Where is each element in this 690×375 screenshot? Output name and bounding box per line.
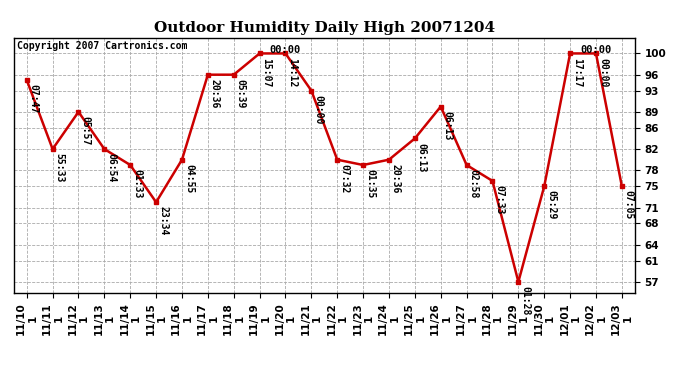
Text: 05:29: 05:29 <box>546 190 556 220</box>
Text: 01:35: 01:35 <box>365 169 375 198</box>
Text: 07:47: 07:47 <box>29 84 39 114</box>
Text: 05:39: 05:39 <box>236 79 246 108</box>
Text: 06:54: 06:54 <box>106 153 117 183</box>
Text: 02:58: 02:58 <box>469 169 479 198</box>
Text: 01:33: 01:33 <box>132 169 142 198</box>
Text: 06:13: 06:13 <box>417 142 427 172</box>
Text: 01:28: 01:28 <box>520 286 531 315</box>
Text: 14:12: 14:12 <box>288 58 297 87</box>
Text: 20:36: 20:36 <box>210 79 220 108</box>
Text: 55:33: 55:33 <box>55 153 65 183</box>
Text: 00:00: 00:00 <box>580 45 611 56</box>
Text: 07:32: 07:32 <box>339 164 349 193</box>
Text: 04:55: 04:55 <box>184 164 194 193</box>
Text: 15:07: 15:07 <box>262 58 272 87</box>
Text: 23:34: 23:34 <box>158 206 168 236</box>
Text: 20:36: 20:36 <box>391 164 401 193</box>
Text: 00:00: 00:00 <box>313 95 324 124</box>
Title: Outdoor Humidity Daily High 20071204: Outdoor Humidity Daily High 20071204 <box>154 21 495 35</box>
Text: 07:05: 07:05 <box>624 190 634 220</box>
Text: 07:33: 07:33 <box>495 185 504 214</box>
Text: Copyright 2007 Cartronics.com: Copyright 2007 Cartronics.com <box>17 41 187 51</box>
Text: 05:57: 05:57 <box>81 116 90 146</box>
Text: 00:00: 00:00 <box>270 45 301 56</box>
Text: 06:13: 06:13 <box>443 111 453 140</box>
Text: 00:00: 00:00 <box>598 58 608 87</box>
Text: 17:17: 17:17 <box>572 58 582 87</box>
